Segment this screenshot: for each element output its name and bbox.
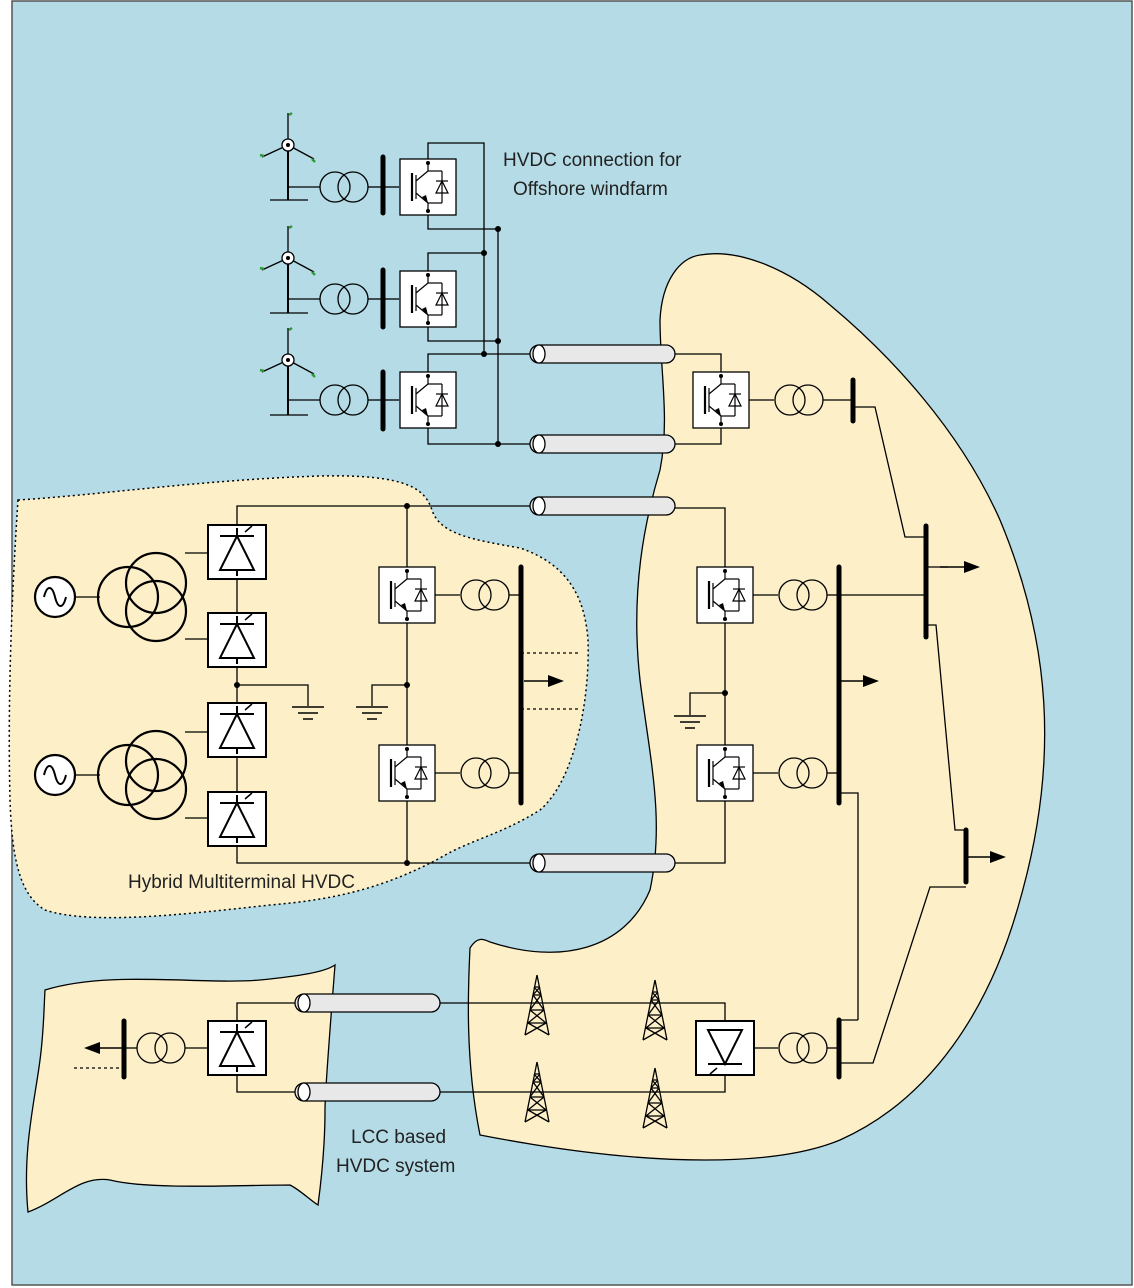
vsc-converter-icon bbox=[695, 743, 755, 803]
cable-icon bbox=[529, 853, 676, 873]
lcc-hvdc-system bbox=[74, 974, 858, 1129]
vsc-converter-icon bbox=[695, 565, 755, 625]
hybrid-multiterminal-station bbox=[33, 496, 676, 873]
mainland-ac-network bbox=[839, 406, 1007, 1064]
mainland-vsc-station bbox=[673, 507, 880, 864]
lcc-converter-icon bbox=[207, 1020, 267, 1076]
vsc-converter-icon bbox=[377, 743, 437, 803]
lcc-converter-icon bbox=[695, 1020, 755, 1076]
cable-icon bbox=[529, 434, 676, 454]
mainland-right bbox=[467, 253, 1046, 1161]
cable-icon bbox=[294, 993, 441, 1013]
cable-icon bbox=[294, 1082, 441, 1102]
vsc-converter-icon bbox=[398, 370, 458, 430]
cable-icon bbox=[529, 344, 676, 364]
ac-source-icon bbox=[33, 753, 77, 797]
vsc-converter-icon bbox=[398, 269, 458, 329]
lcc-converter-icon bbox=[207, 791, 267, 847]
lcc-label-line2: HVDC system bbox=[336, 1156, 455, 1177]
lcc-converter-icon bbox=[207, 524, 267, 580]
vsc-converter-icon bbox=[691, 370, 751, 430]
hybrid-label: Hybrid Multiterminal HVDC bbox=[128, 872, 355, 893]
lcc-label-line1: LCC based bbox=[351, 1127, 446, 1148]
offshore-windfarm bbox=[258, 111, 856, 454]
lcc-converter-icon bbox=[207, 612, 267, 668]
hybrid-island bbox=[8, 475, 589, 919]
vsc-converter-icon bbox=[398, 157, 458, 217]
vsc-converter-icon bbox=[377, 565, 437, 625]
ac-source-icon bbox=[33, 575, 77, 619]
cable-icon bbox=[529, 496, 676, 516]
lcc-island bbox=[25, 963, 336, 1213]
lcc-converter-icon bbox=[207, 702, 267, 758]
offshore-label-line2: Offshore windfarm bbox=[513, 179, 668, 200]
offshore-label-line1: HVDC connection for bbox=[503, 150, 682, 171]
